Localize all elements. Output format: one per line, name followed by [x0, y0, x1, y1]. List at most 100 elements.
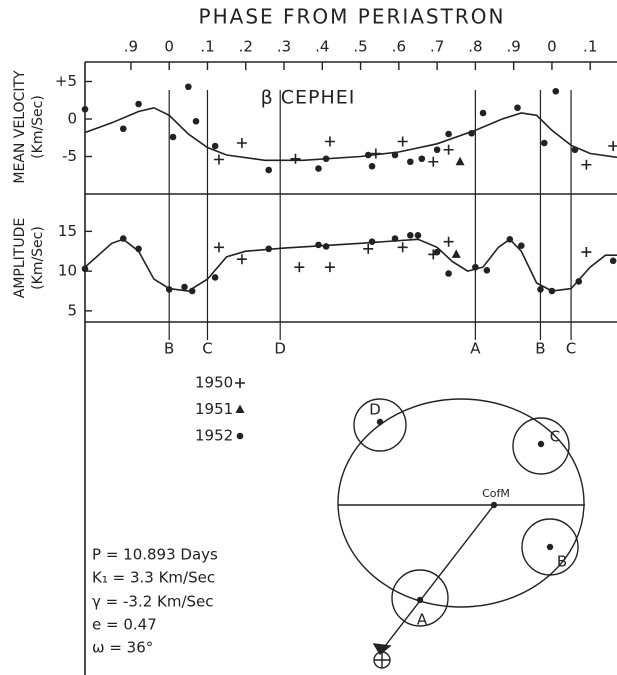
point: [119, 125, 127, 133]
point: [552, 87, 560, 95]
y-tick-label: 0: [67, 110, 77, 128]
orbit-label: A: [417, 611, 428, 629]
phase-marker-label: D: [274, 340, 286, 358]
orbit-diagram: [337, 398, 585, 669]
phase-marker-label: A: [470, 340, 481, 358]
line-of-sight: [381, 504, 495, 651]
point: [370, 148, 381, 159]
x-tick-label: .3: [277, 38, 291, 56]
position-point: [376, 418, 384, 426]
point: [290, 153, 301, 164]
point: [397, 242, 408, 253]
x-tick-label: .8: [468, 38, 482, 56]
point: [540, 139, 548, 147]
point: [265, 166, 273, 174]
point: [455, 156, 465, 166]
point: [445, 270, 452, 277]
point: [169, 133, 177, 141]
y-tick-label: 5: [67, 301, 77, 319]
x-tick-label: .9: [507, 38, 521, 56]
legend-label: 1951: [195, 400, 233, 418]
point: [315, 165, 322, 172]
phase-marker-label: B: [535, 340, 545, 358]
point: [397, 136, 408, 147]
fit-curve: [84, 238, 617, 292]
legend-symbol: [235, 378, 245, 388]
orbit-label: D: [369, 401, 381, 419]
center-of-mass: [490, 501, 498, 509]
y-label: (Km/Sec): [30, 95, 46, 159]
position-point: [537, 440, 545, 448]
phase-marker-label: C: [202, 340, 212, 358]
point: [324, 262, 335, 273]
point: [315, 241, 322, 249]
point: [608, 141, 617, 151]
parameters: P = 10.893 Days K₁ = 3.3 Km/Sec γ = -3.2…: [92, 546, 218, 657]
point: [575, 278, 583, 285]
point: [581, 159, 592, 170]
point: [443, 144, 454, 155]
position-point: [416, 596, 424, 604]
point: [445, 130, 452, 138]
point: [451, 249, 461, 258]
point: [211, 142, 219, 150]
point: [213, 154, 224, 165]
x-tick-label: .5: [353, 38, 367, 56]
x-tick-label: .4: [315, 38, 329, 56]
earth-symbol: [374, 652, 390, 668]
phase-marker-label: B: [164, 340, 174, 358]
point: [135, 100, 142, 108]
point: [213, 242, 224, 253]
parameter: P = 10.893 Days: [92, 546, 218, 564]
legend-symbol: [236, 432, 244, 440]
position-circle: [391, 569, 449, 627]
point: [236, 254, 247, 265]
parameter: γ = -3.2 Km/Sec: [92, 593, 214, 611]
x-tick-label: .2: [239, 38, 253, 56]
orbit-label: CofM: [482, 487, 510, 500]
orbit: [337, 398, 585, 608]
legend-label: 1952: [195, 427, 233, 445]
point: [363, 243, 374, 254]
orbit-label: B: [557, 553, 567, 571]
x-tick-label: .6: [392, 38, 406, 56]
x-tick-label: .7: [430, 38, 444, 56]
point: [294, 262, 305, 273]
point: [418, 155, 426, 163]
point: [322, 243, 330, 250]
y-tick-label: 10: [58, 262, 77, 280]
point: [514, 104, 521, 112]
y-label: MEAN VELOCITY: [12, 70, 28, 184]
point: [443, 236, 454, 247]
x-tick-label: .1: [583, 38, 597, 56]
point: [581, 247, 592, 258]
arrow-head: [372, 643, 392, 656]
point: [407, 158, 414, 166]
point: [185, 83, 192, 91]
legend-symbol: [235, 404, 245, 413]
point: [433, 248, 441, 256]
point: [81, 265, 89, 273]
x-tick-label: .9: [124, 38, 138, 56]
position-circle: [353, 398, 407, 452]
point: [407, 232, 414, 239]
star-name: β CEPHEI: [261, 87, 356, 109]
point: [368, 162, 376, 170]
y-label: (Km/Sec): [30, 226, 46, 290]
position-circle: [521, 518, 579, 576]
point: [433, 146, 441, 154]
position-point: [546, 543, 554, 551]
x-tick-label: 0: [164, 38, 174, 56]
point: [428, 156, 439, 167]
orbit-label: C: [550, 428, 560, 446]
point: [518, 242, 525, 249]
y-tick-label: 15: [58, 222, 77, 240]
point: [211, 274, 219, 281]
point: [483, 267, 491, 274]
parameter: ω = 36°: [92, 639, 153, 657]
x-tick-label: .1: [200, 38, 214, 56]
point: [81, 105, 89, 113]
point: [414, 232, 422, 239]
point: [609, 257, 617, 265]
